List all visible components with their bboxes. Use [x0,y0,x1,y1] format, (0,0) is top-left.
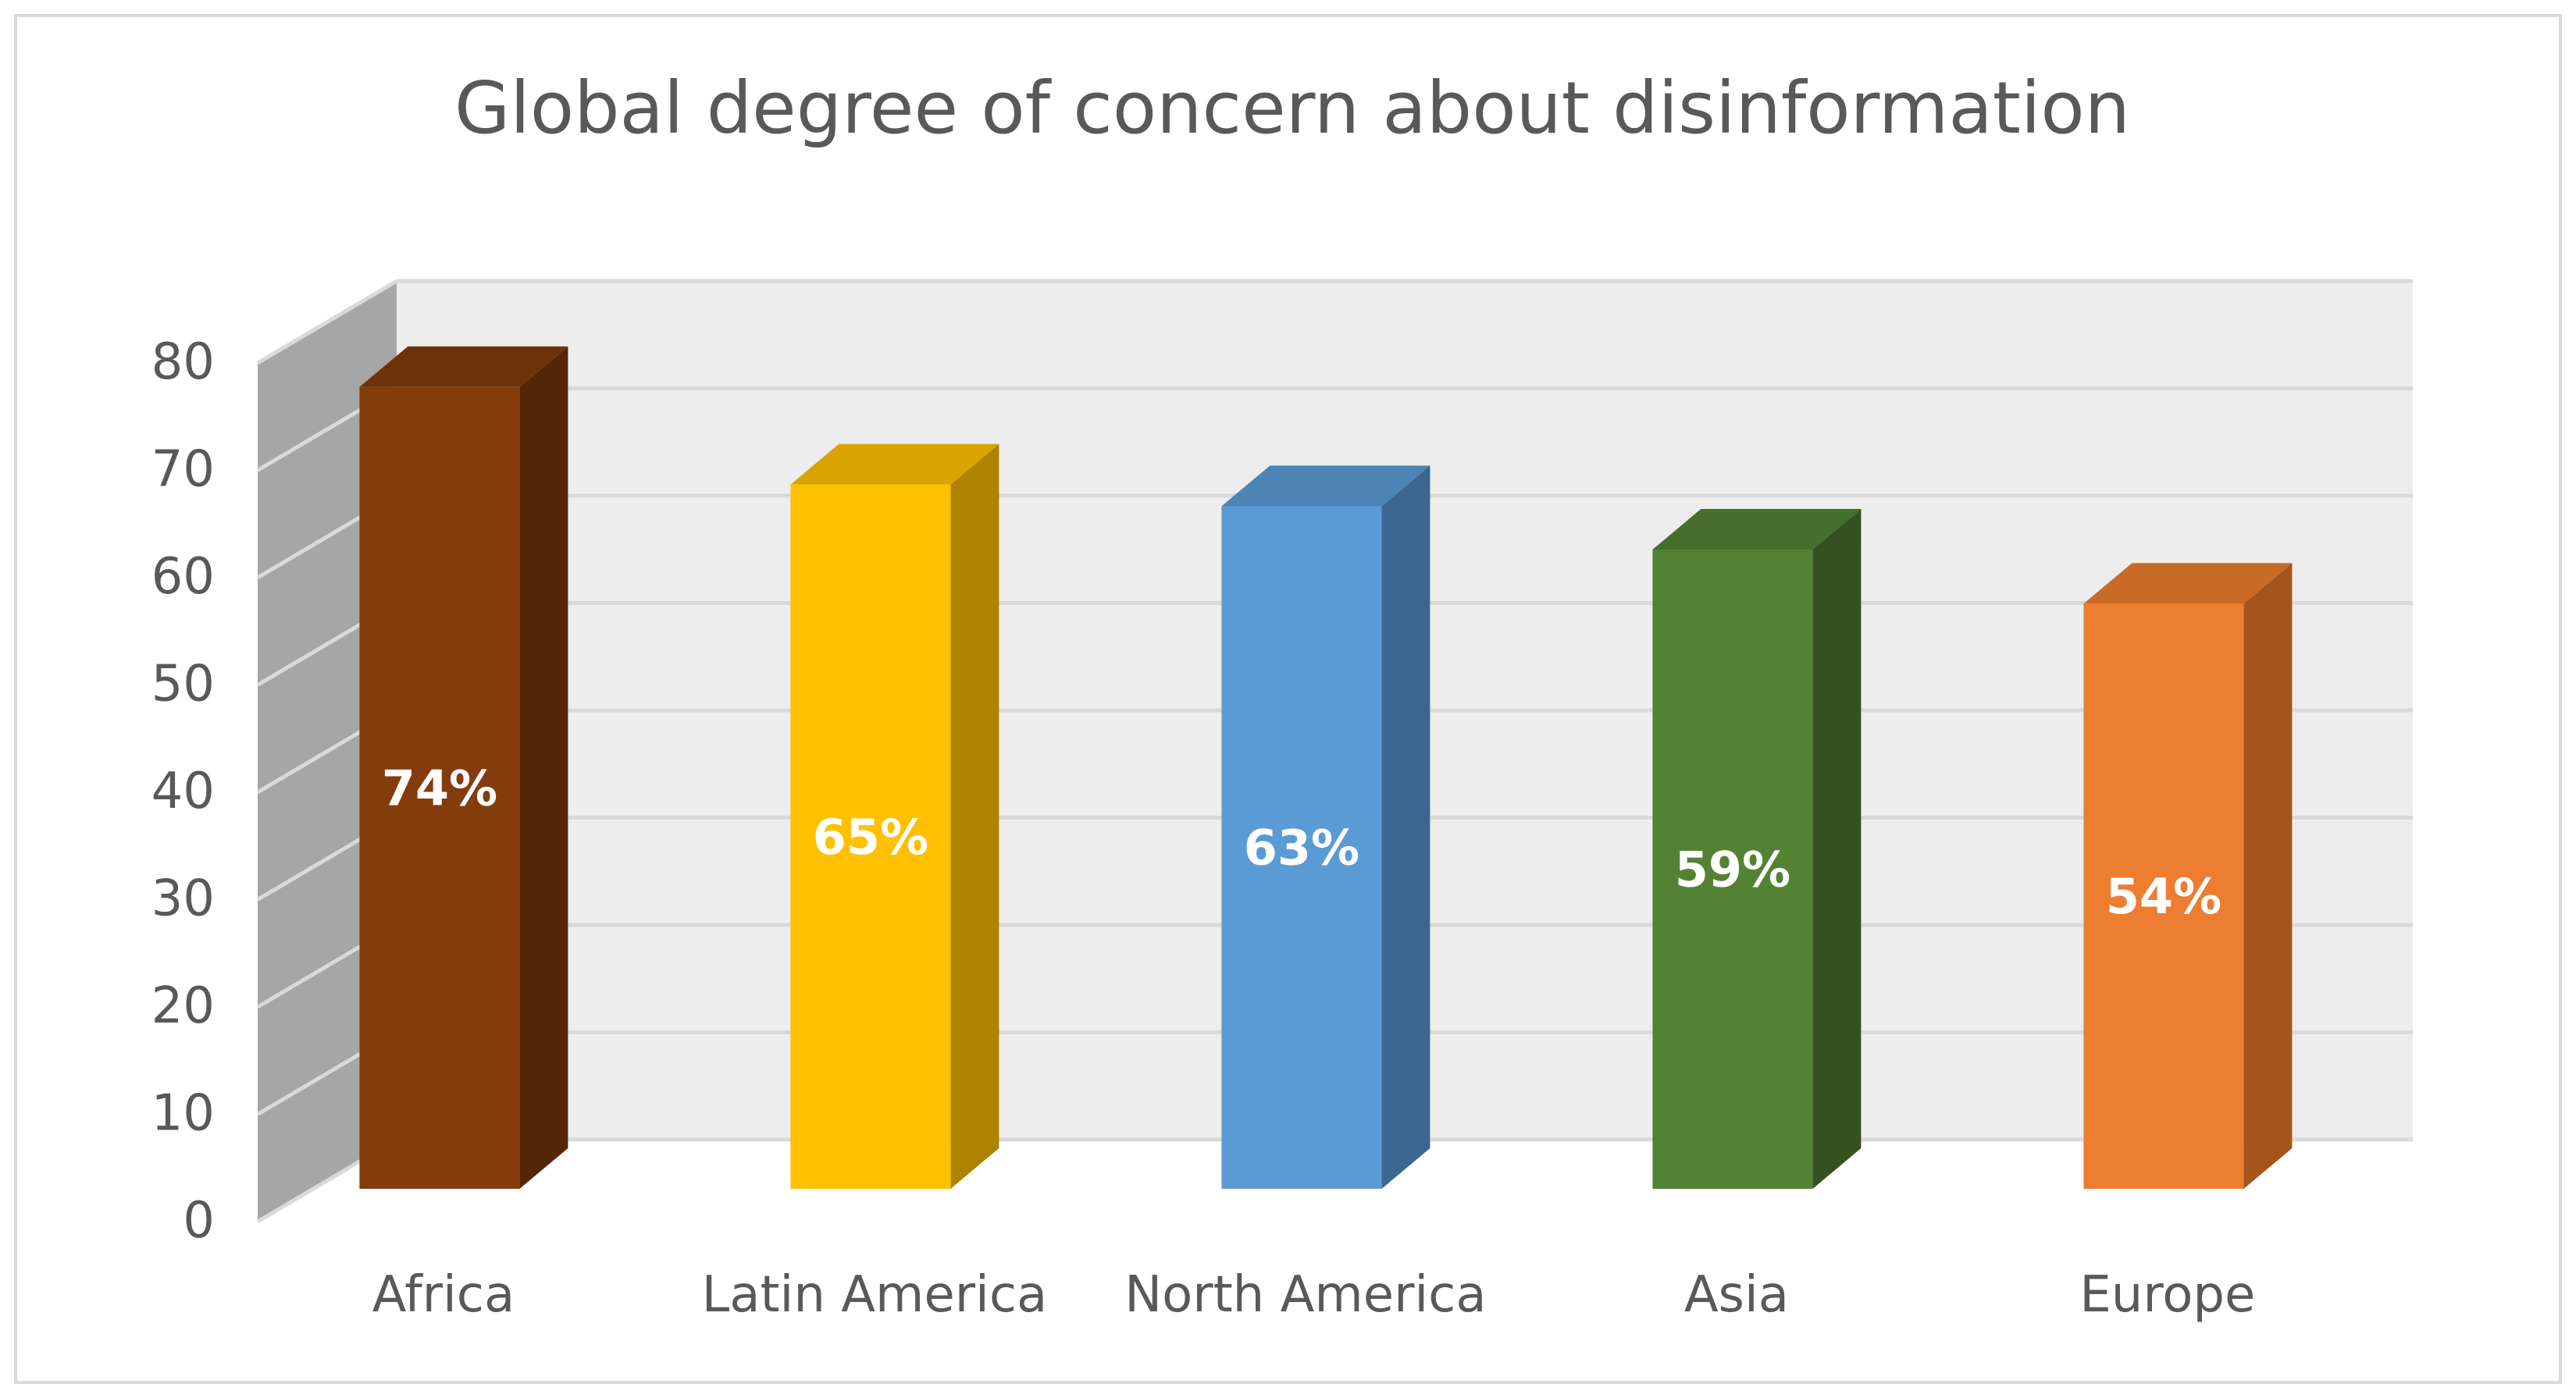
chart-title: Global degree of concern about disinform… [454,66,2130,150]
bar [790,484,951,1189]
bar [2083,603,2244,1189]
gridline-side [256,279,398,365]
y-tick-label: 0 [183,1192,215,1250]
bar-side [2243,563,2293,1189]
y-tick-label: 10 [151,1085,215,1143]
data-label: 54% [2106,868,2221,925]
y-tick-label: 50 [151,656,215,713]
bar-side [1381,465,1431,1189]
x-tick-label: Europe [2079,1266,2255,1324]
bar-side [950,443,999,1189]
bar-side [519,346,568,1190]
bar-top [2083,563,2293,604]
y-tick-label: 30 [151,870,215,928]
data-label: 74% [382,759,497,816]
y-tick-label: 20 [151,977,215,1035]
x-axis-categories: Africa Latin America North America Asia Euro… [372,1266,2256,1324]
bar [1221,506,1382,1189]
y-axis-ticks: 0 10 20 30 40 50 60 70 80 [151,333,215,1250]
data-label: 59% [1675,841,1790,898]
y-tick-label: 80 [151,333,215,391]
x-tick-label: Africa [372,1266,515,1324]
y-tick-label: 60 [151,548,215,606]
x-tick-label: North America [1124,1266,1486,1324]
x-tick-label: Latin America [702,1266,1048,1324]
y-tick-label: 70 [151,441,215,499]
bar [359,386,520,1190]
bar-side [1812,509,1862,1189]
bar-top [1221,465,1431,507]
data-label: 65% [813,809,928,866]
bar-top [1652,509,1862,550]
bars [359,346,2293,1190]
bar [1652,550,1813,1189]
bar-top [790,443,999,485]
x-tick-label: Asia [1684,1266,1789,1324]
bar-top [359,346,568,387]
data-labels: 74% 65% 63% 59% 54% [382,759,2221,925]
data-label: 63% [1244,820,1359,877]
y-tick-label: 40 [151,763,215,820]
